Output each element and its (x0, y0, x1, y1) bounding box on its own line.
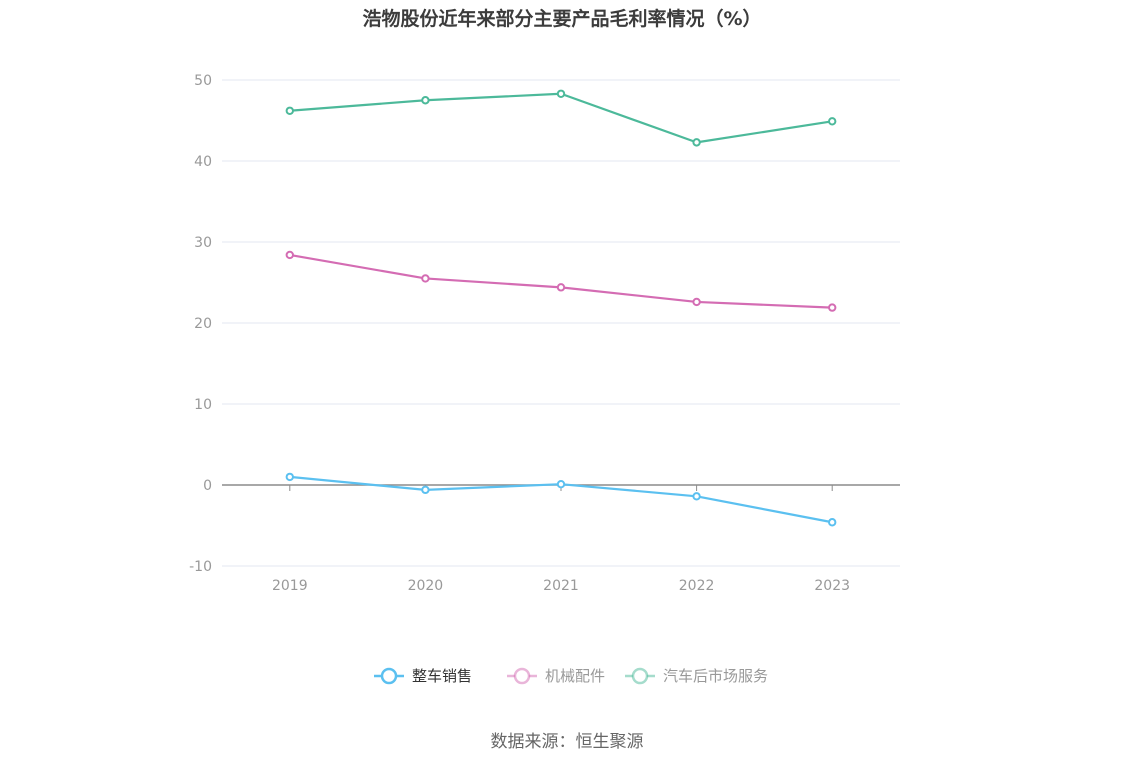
y-axis-ticks: 50 40 30 20 10 0 -10 (189, 73, 212, 575)
data-point[interactable] (828, 303, 837, 312)
y-tick-label: 0 (203, 478, 212, 494)
grid-lines (222, 79, 900, 567)
legend[interactable]: 整车销售 机械配件 汽车后市场服务 (374, 667, 768, 685)
x-tick-label: 2019 (272, 578, 308, 594)
series-line (289, 253, 833, 309)
data-point[interactable] (285, 472, 294, 482)
legend-label: 整车销售 (412, 667, 472, 685)
y-tick-label: 20 (194, 316, 212, 332)
series-0 (285, 472, 837, 527)
x-axis: 2019 2020 2021 2022 2023 (222, 484, 900, 594)
legend-label: 机械配件 (545, 667, 605, 685)
data-point[interactable] (556, 283, 566, 292)
series-line (289, 92, 833, 144)
y-tick-label: 40 (194, 154, 212, 170)
series-1 (285, 250, 837, 312)
source-label: 数据来源：恒生聚源 (491, 732, 644, 752)
data-point[interactable] (556, 479, 566, 489)
legend-marker-icon (513, 667, 531, 685)
legend-marker-icon (380, 667, 398, 685)
x-tick-label: 2020 (408, 578, 444, 594)
series-layer (285, 89, 837, 527)
y-tick-label: -10 (189, 559, 212, 575)
legend-label: 汽车后市场服务 (663, 667, 768, 685)
chart-title: 浩物股份近年来部分主要产品毛利率情况（%） (362, 7, 761, 30)
data-point[interactable] (692, 297, 701, 307)
x-tick-label: 2021 (543, 578, 579, 594)
data-point[interactable] (828, 117, 837, 126)
x-tick-label: 2022 (679, 578, 715, 594)
legend-marker-icon (631, 667, 649, 685)
data-point[interactable] (421, 485, 430, 495)
data-point[interactable] (828, 518, 837, 527)
y-tick-label: 30 (194, 235, 212, 251)
data-point[interactable] (285, 250, 294, 260)
x-tick-label: 2023 (814, 578, 850, 594)
series-2 (285, 89, 837, 147)
y-tick-label: 50 (194, 73, 212, 89)
data-point[interactable] (421, 96, 430, 105)
data-point[interactable] (692, 492, 701, 501)
legend-item[interactable]: 机械配件 (507, 667, 605, 685)
legend-item[interactable]: 汽车后市场服务 (625, 667, 768, 685)
legend-item[interactable]: 整车销售 (374, 667, 472, 685)
data-point[interactable] (692, 138, 701, 147)
y-tick-label: 10 (194, 397, 212, 413)
data-point[interactable] (556, 89, 566, 98)
data-point[interactable] (421, 274, 430, 283)
data-point[interactable] (285, 106, 294, 115)
